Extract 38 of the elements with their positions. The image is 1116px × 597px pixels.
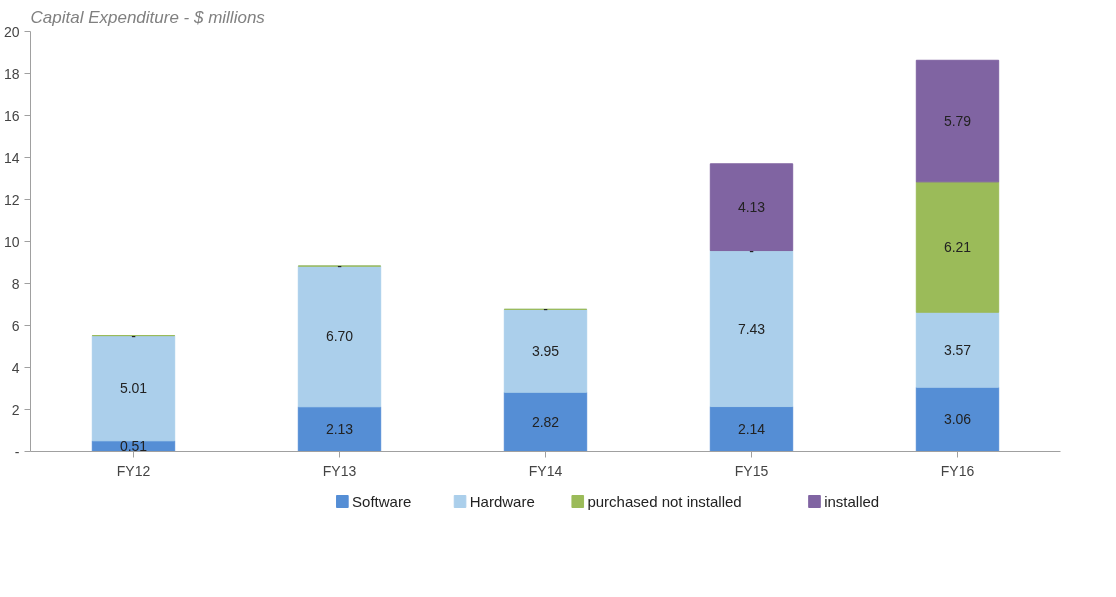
data-label: -: [749, 242, 755, 259]
y-tick-label: 8: [11, 275, 20, 292]
x-tick-label: FY16: [940, 462, 975, 479]
y-tick-label: 16: [3, 107, 20, 124]
legend-label: installed: [824, 493, 880, 510]
data-label: 3.06: [943, 411, 972, 428]
x-tick-label: FY15: [734, 462, 769, 479]
data-label: -: [337, 258, 343, 275]
y-tick-label: 4: [11, 359, 20, 376]
data-label: -: [543, 301, 549, 318]
y-tick-label: 20: [3, 23, 20, 40]
y-tick-label: 18: [3, 65, 20, 82]
legend-label: Software: [352, 493, 412, 510]
y-tick-label: 14: [3, 149, 20, 166]
data-label: 2.14: [737, 421, 766, 438]
x-tick-label: FY12: [116, 462, 151, 479]
y-tick-label: 10: [3, 233, 20, 250]
x-tick-label: FY14: [528, 462, 563, 479]
data-label: 5.01: [119, 380, 148, 397]
data-label: 4.13: [737, 199, 766, 216]
legend-label: purchased not installed: [587, 493, 742, 510]
data-label: -: [131, 327, 137, 344]
data-label: 3.57: [943, 341, 972, 358]
data-label: 2.82: [531, 413, 560, 430]
data-label: 0.51: [119, 438, 148, 455]
data-label: 6.70: [325, 328, 354, 345]
y-tick-label: 12: [3, 191, 20, 208]
legend-label: Hardware: [469, 493, 535, 510]
y-tick-label: -: [14, 443, 20, 460]
data-label: 6.21: [943, 239, 972, 256]
data-label: 7.43: [737, 320, 766, 337]
data-label: 3.95: [531, 342, 560, 359]
chart-title: Capital Expenditure - $ millions: [30, 7, 266, 27]
data-label: 5.79: [943, 113, 972, 130]
y-tick-label: 6: [11, 317, 20, 334]
x-tick-label: FY13: [322, 462, 357, 479]
data-label: 2.13: [325, 421, 354, 438]
y-tick-label: 2: [11, 401, 20, 418]
